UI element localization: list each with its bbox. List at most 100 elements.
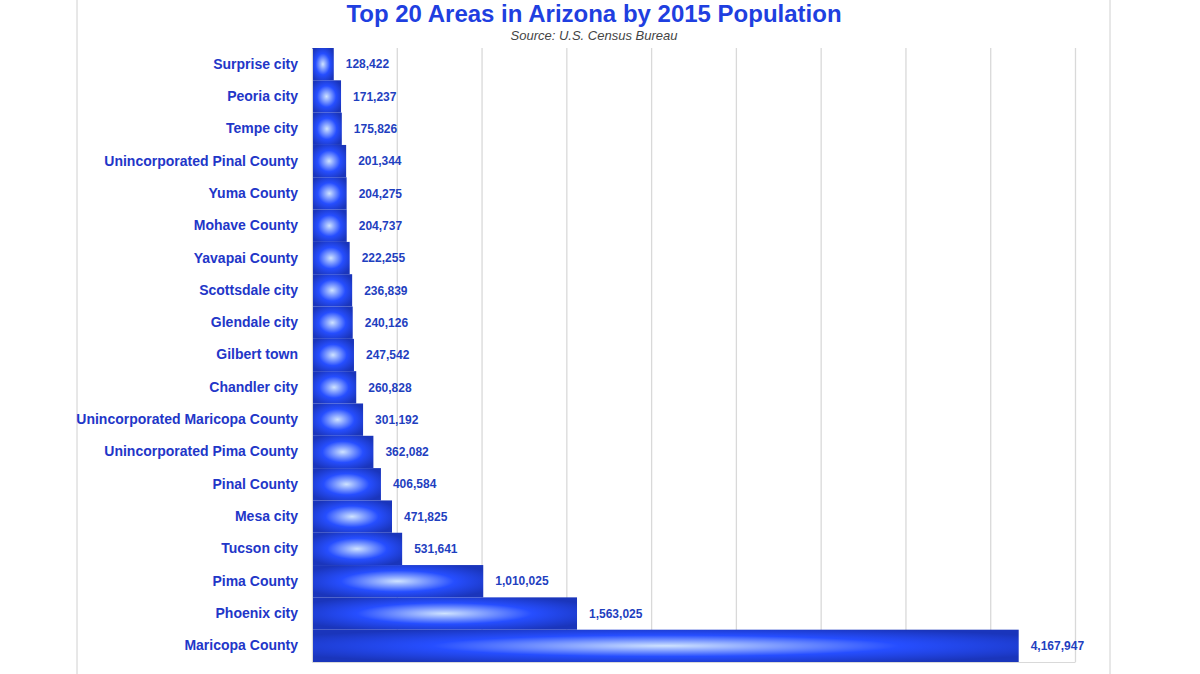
x-tick — [312, 48, 313, 662]
y-tick: Phoenix city — [216, 605, 312, 621]
chart: Surprise city Peoria city Tempe city Uninco… — [0, 0, 1200, 674]
bar — [312, 468, 381, 500]
category-label: Mohave County — [194, 217, 298, 233]
y-axis: Surprise city Peoria city Tempe city Uninco… — [76, 49, 312, 663]
category-label: Pima County — [212, 573, 298, 589]
bar — [312, 274, 352, 306]
category-label: Unincorporated Maricopa County — [76, 411, 298, 427]
bar — [312, 177, 347, 209]
bar — [312, 630, 1019, 662]
bar — [312, 403, 363, 435]
y-tick: Mohave County — [194, 217, 312, 233]
y-tick: Tempe city — [226, 120, 312, 136]
y-tick: Pinal County — [212, 476, 312, 492]
frame-line — [77, 0, 78, 674]
bar — [312, 371, 356, 403]
x-tick — [905, 48, 906, 662]
category-label: Scottsdale city — [199, 282, 298, 298]
data-label: 531,641 — [414, 542, 458, 556]
grid-line — [821, 48, 822, 662]
y-tick: Tucson city — [221, 540, 312, 556]
data-labels: 128,422 171,237 175,826 201,344 204,275 204,7… — [346, 57, 1085, 653]
x-axis-line — [313, 662, 1076, 663]
bar — [312, 145, 346, 177]
category-label: Chandler city — [209, 379, 298, 395]
grid-line — [312, 48, 313, 662]
bar — [312, 210, 347, 242]
y-tick: Yuma County — [209, 185, 312, 201]
y-tick: Mesa city — [235, 508, 312, 524]
data-label: 204,737 — [359, 219, 403, 233]
category-label: Yuma County — [209, 185, 299, 201]
data-label: 171,237 — [353, 90, 397, 104]
category-label: Gilbert town — [216, 346, 298, 362]
bar — [312, 48, 334, 80]
bars — [312, 48, 1019, 662]
bar — [312, 533, 402, 565]
y-tick: Yavapai County — [194, 250, 312, 266]
x-tick — [821, 48, 822, 662]
title: Top 20 Areas in Arizona by 2015 Populati… — [346, 0, 841, 27]
grid-line — [905, 48, 906, 662]
x-tick — [990, 48, 991, 662]
data-label: 240,126 — [365, 316, 409, 330]
data-label: 128,422 — [346, 57, 390, 71]
frame-line — [1110, 0, 1111, 674]
y-tick: Gilbert town — [216, 346, 312, 362]
bar — [312, 500, 392, 532]
bar — [312, 597, 577, 629]
bar — [312, 436, 373, 468]
y-tick: Chandler city — [209, 379, 312, 395]
category-label: Unincorporated Pinal County — [104, 153, 298, 169]
bar — [312, 565, 483, 597]
category-label: Maricopa County — [184, 637, 298, 653]
data-label: 471,825 — [404, 510, 448, 524]
y-tick: Unincorporated Pima County — [104, 443, 312, 459]
data-label: 236,839 — [364, 284, 408, 298]
bar — [312, 307, 353, 339]
data-label: 175,826 — [354, 122, 398, 136]
category-label: Glendale city — [211, 314, 298, 330]
data-label: 260,828 — [368, 381, 412, 395]
data-label: 204,275 — [359, 187, 403, 201]
bar — [312, 113, 342, 145]
data-label: 222,255 — [362, 251, 406, 265]
x-tick — [651, 48, 652, 662]
y-axis-line — [312, 49, 313, 663]
category-label: Tempe city — [226, 120, 298, 136]
x-axis — [313, 48, 1076, 663]
grid-line — [566, 48, 567, 662]
grid-line — [1075, 48, 1076, 662]
y-tick: Scottsdale city — [199, 282, 312, 298]
category-label: Tucson city — [221, 540, 298, 556]
x-tick — [566, 48, 567, 662]
category-label: Pinal County — [212, 476, 298, 492]
data-label: 406,584 — [393, 477, 437, 491]
category-label: Yavapai County — [194, 250, 298, 266]
category-label: Mesa city — [235, 508, 298, 524]
data-label: 362,082 — [385, 445, 429, 459]
bar — [312, 80, 341, 112]
y-tick: Surprise city — [213, 56, 312, 72]
y-tick: Maricopa County — [184, 637, 312, 653]
data-label: 1,563,025 — [589, 607, 643, 621]
grid-line — [990, 48, 991, 662]
bar — [312, 339, 354, 371]
data-label: 301,192 — [375, 413, 419, 427]
grid-line — [651, 48, 652, 662]
x-tick — [736, 48, 737, 662]
y-tick: Glendale city — [211, 314, 312, 330]
subtitle: Source: U.S. Census Bureau — [511, 28, 678, 43]
category-label: Phoenix city — [216, 605, 299, 621]
y-tick: Pima County — [212, 573, 312, 589]
data-label: 247,542 — [366, 348, 410, 362]
y-tick: Peoria city — [227, 88, 312, 104]
bar — [312, 242, 350, 274]
data-label: 201,344 — [358, 154, 402, 168]
data-label: 4,167,947 — [1031, 639, 1085, 653]
x-tick — [1075, 48, 1076, 662]
grid-line — [736, 48, 737, 662]
category-label: Surprise city — [213, 56, 298, 72]
y-tick: Unincorporated Maricopa County — [76, 411, 312, 427]
data-label: 1,010,025 — [495, 574, 549, 588]
